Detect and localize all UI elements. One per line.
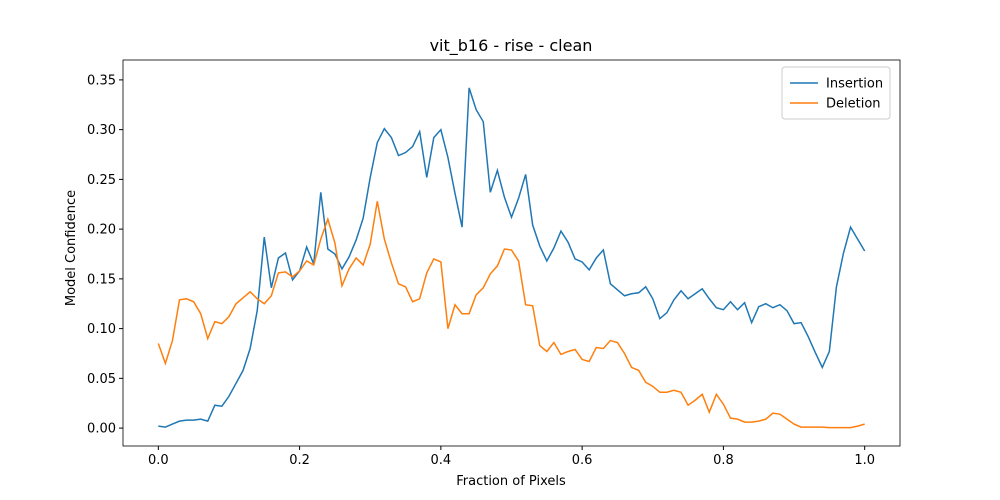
x-tick-label: 0.4 [431,453,452,468]
series-line [157,201,865,429]
y-tick-label: 0.35 [87,73,116,88]
y-tick-label: 0.05 [87,372,116,387]
y-tick-label: 0.00 [87,422,116,437]
x-axis-label: Fraction of Pixels [456,474,566,489]
y-tick-label: 0.15 [87,272,116,287]
legend-box [781,66,891,120]
plot-frame [122,59,901,447]
y-axis-label: Model Confidence [64,190,79,306]
x-tick-label: 0.0 [148,453,169,468]
chart-title: vit_b16 - rise - clean [430,36,593,56]
series-line [158,87,866,428]
legend-label: Insertion [826,77,883,92]
x-tick-label: 0.8 [713,453,734,468]
y-tick-label: 0.30 [87,123,116,138]
x-tick-label: 0.2 [289,453,310,468]
legend-label: Deletion [826,97,881,112]
x-tick-label: 1.0 [854,453,875,468]
y-tick-label: 0.10 [87,322,116,337]
y-tick-label: 0.25 [87,173,116,188]
x-tick-label: 0.6 [572,453,593,468]
y-tick-label: 0.20 [87,223,116,238]
